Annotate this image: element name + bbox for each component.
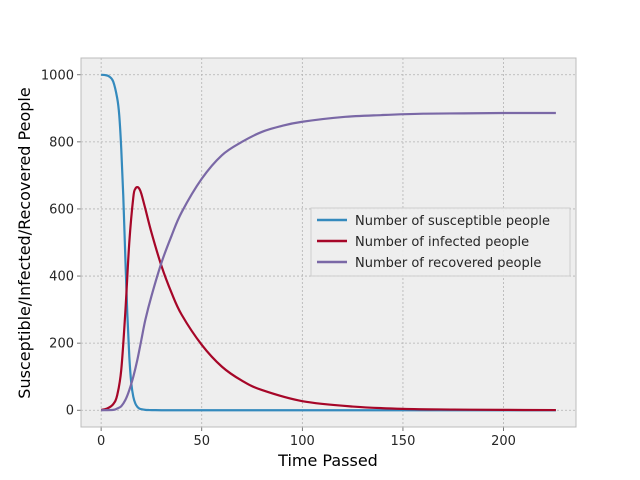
x-tick-label: 200: [491, 434, 516, 449]
y-tick-label: 800: [49, 135, 74, 150]
x-tick-label: 0: [97, 434, 105, 449]
series-line-infected: [100, 186, 556, 412]
y-axis-ticks: 0 200 400 600 800 1000: [41, 68, 81, 419]
x-axis-ticks: 0 50 100 150 200: [97, 427, 516, 449]
y-tick-label: 200: [49, 337, 74, 352]
y-tick-label: 0: [66, 404, 74, 419]
y-tick-label: 1000: [41, 68, 74, 83]
x-tick-label: 150: [391, 434, 416, 449]
y-axis-label: Susceptible/Infected/Recovered People: [15, 87, 34, 398]
y-tick-label: 600: [49, 202, 74, 217]
legend-label-recovered: Number of recovered people: [355, 256, 541, 271]
x-tick-label: 50: [193, 434, 210, 449]
series-layer: [100, 73, 556, 412]
plot-frame: [80, 57, 577, 428]
series-line-recovered: [101, 111, 556, 412]
legend-label-infected: Number of infected people: [355, 235, 529, 250]
legend-label-susceptible: Number of susceptible people: [355, 214, 550, 229]
series-line-susceptible: [101, 73, 556, 412]
x-tick-label: 100: [290, 434, 315, 449]
legend-box: [310, 207, 571, 277]
legend: Number of susceptible people Number of i…: [310, 207, 571, 277]
x-axis-label: Time Passed: [277, 451, 378, 470]
y-tick-label: 400: [49, 270, 74, 285]
